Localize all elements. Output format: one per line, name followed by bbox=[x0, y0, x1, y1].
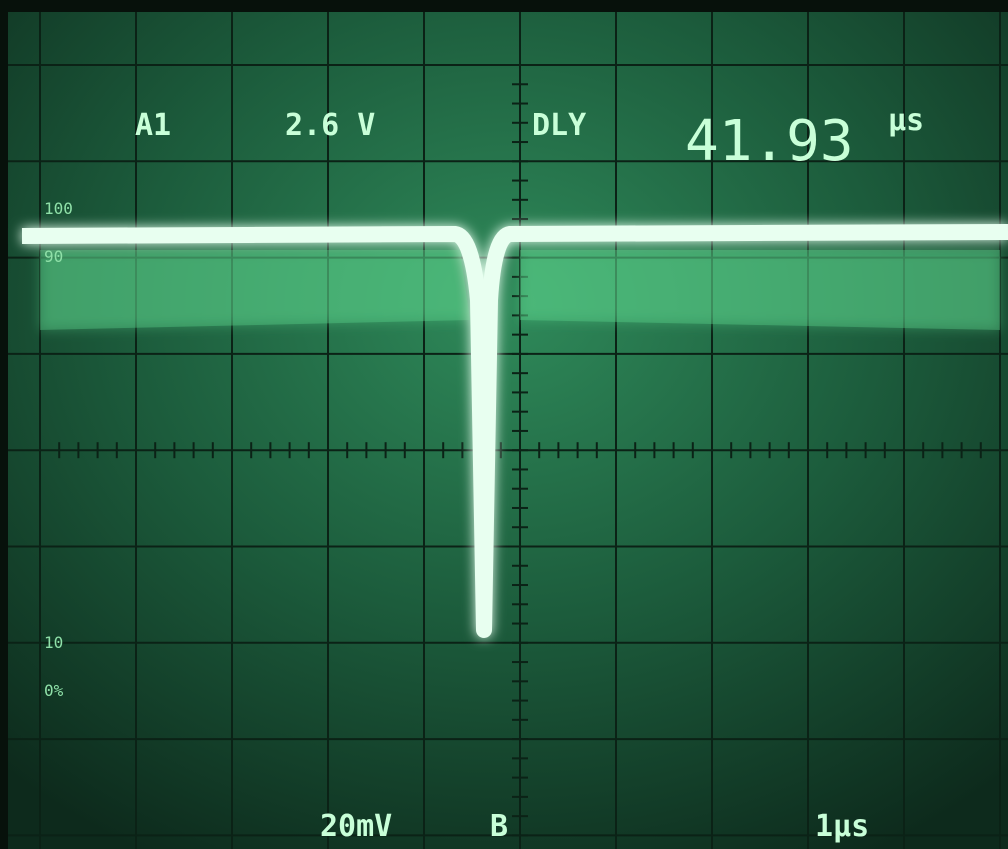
mode: B bbox=[490, 809, 508, 844]
time-per-div: 1µs bbox=[815, 809, 869, 844]
graticule-label: 90 bbox=[44, 247, 63, 266]
graticule bbox=[8, 12, 1008, 849]
graticule-label: 100 bbox=[44, 199, 73, 218]
volts: 20mV bbox=[320, 809, 392, 844]
delay-value: 41.93 bbox=[685, 109, 854, 174]
delay-unit: µs bbox=[888, 103, 924, 138]
graticule-label: 10 bbox=[44, 633, 63, 652]
trace bbox=[21, 224, 1008, 638]
graticule-label: 0% bbox=[44, 681, 64, 700]
screen bbox=[8, 12, 1008, 849]
volts-per-div: 2.6 V bbox=[285, 108, 375, 143]
channel: A1 bbox=[135, 108, 171, 143]
delay-label: DLY bbox=[532, 108, 586, 143]
signal-trace bbox=[21, 224, 1008, 638]
noise-band bbox=[40, 250, 1000, 330]
